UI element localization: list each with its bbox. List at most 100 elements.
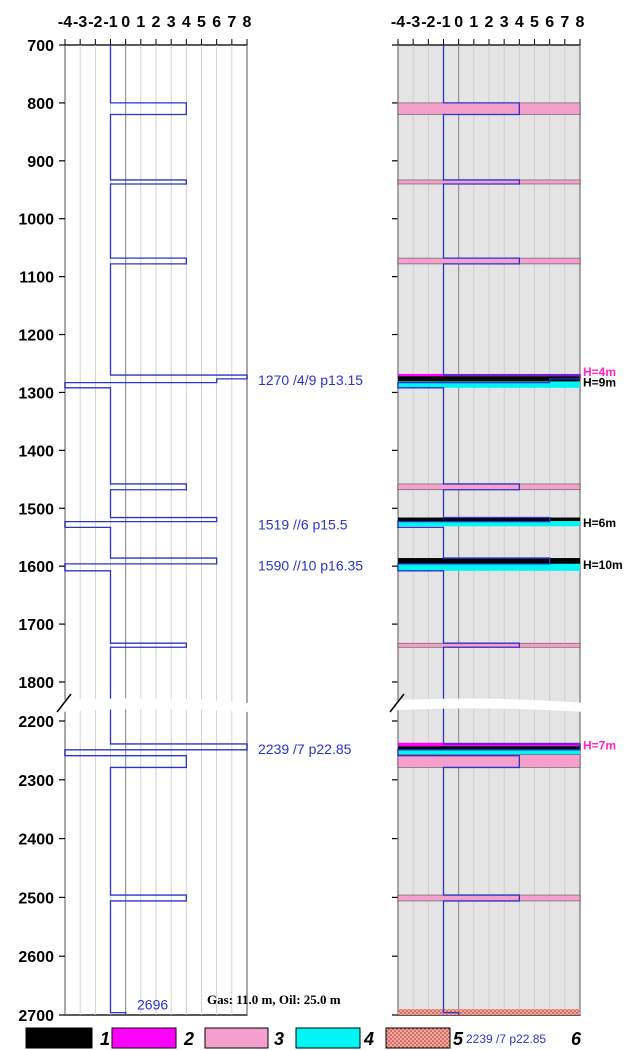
thickness-label: H=4m [583, 365, 616, 379]
left-x-axis: -4 -3 -2 -1 0 1 2 3 4 5 6 7 8 [58, 14, 252, 45]
right-x-tick-label: 0 [454, 14, 463, 31]
depth-annotation: 1519 //6 p15.5 [258, 516, 348, 532]
left-x-tick-label: 6 [212, 14, 221, 31]
thickness-label: H=6m [583, 516, 616, 530]
left-x-tick-label: 7 [227, 14, 236, 31]
break-slash-right [389, 693, 405, 713]
left-x-tick-label: 2 [152, 14, 161, 31]
thickness-label: H=7m [583, 739, 616, 753]
depth-tick-label: 1600 [18, 559, 54, 576]
left-x-tick-label: 4 [182, 14, 191, 31]
right-x-tick-label: 1 [469, 14, 478, 31]
layer-band [398, 749, 580, 755]
layer-band [397, 483, 581, 491]
depth-tick-label: 2400 [18, 832, 54, 849]
right-x-tick-label: 7 [560, 14, 569, 31]
legend-swatch [111, 1027, 177, 1049]
axis-break [56, 693, 585, 713]
thickness-label: H=10m [583, 558, 623, 572]
depth-tick-label: 1500 [18, 501, 54, 518]
legend-swatch [204, 1027, 269, 1049]
right-x-axis: -4 -3 -2 -1 0 1 2 3 4 5 6 7 8 [391, 14, 585, 45]
thickness-label: H=9m [583, 376, 616, 390]
depth-annotation: 1270 /4/9 p13.15 [258, 372, 363, 388]
depth-axis: 700 800 900 1000 1100 1200 1300 1400 1500 1600 170… [18, 38, 398, 1025]
right-x-tick-label: 5 [530, 14, 539, 31]
right-x-tick-label: -1 [436, 14, 450, 31]
left-annotations: 1270 /4/9 p13.15 1519 //6 p15.5 1590 //10 … [137, 372, 363, 1013]
legend-number: 2 [183, 1029, 194, 1049]
layer-band [397, 257, 581, 265]
layer-band [398, 517, 580, 522]
right-curve-path [397, 45, 581, 1015]
legend-number: 4 [363, 1029, 374, 1049]
depth-tick-label: 1000 [18, 212, 54, 229]
layer-band [398, 381, 580, 388]
depth-tick-label: 800 [27, 96, 54, 113]
legend: 1 2 3 4 5 2239 /7 p22.85 6 [25, 1027, 582, 1049]
right-x-tick-label: 2 [485, 14, 494, 31]
depth-tick-label: 1400 [18, 443, 54, 460]
depth-tick-label: 2300 [18, 773, 54, 790]
legend-number: 3 [274, 1029, 284, 1049]
depth-tick-label: 2700 [18, 1008, 54, 1025]
depth-tick-label: 700 [27, 38, 54, 55]
left-grid [64, 45, 248, 1015]
legend-swatch [295, 1027, 361, 1049]
depth-tick-label: 900 [27, 154, 54, 171]
left-log-curve [64, 45, 248, 1015]
depth-annotation: 2239 /7 p22.85 [258, 741, 352, 757]
depth-annotation: 2696 [137, 997, 168, 1013]
left-x-tick-label: 1 [136, 14, 145, 31]
legend-sample-text: 2239 /7 p22.85 [466, 1032, 546, 1046]
layer-band [398, 558, 580, 564]
left-x-tick-label: 8 [243, 14, 252, 31]
left-x-tick-label: -3 [73, 14, 87, 31]
depth-tick-label: 1300 [18, 385, 54, 402]
layer-band [397, 102, 581, 115]
layer-band [398, 746, 580, 750]
left-curve-path [64, 45, 248, 1015]
left-x-tick-label: 5 [197, 14, 206, 31]
legend-number: 5 [453, 1029, 464, 1049]
depth-tick-label: 1100 [19, 270, 54, 287]
left-x-tick-label: -1 [103, 14, 117, 31]
right-x-tick-label: -3 [406, 14, 420, 31]
layer-band [397, 754, 581, 768]
legend-number: 1 [100, 1029, 110, 1049]
depth-tick-label: 1200 [18, 328, 54, 345]
thickness-labels: H=4mH=9m H=6m H=10m H=7m [583, 365, 623, 753]
left-x-tick-label: -2 [88, 14, 102, 31]
right-panel: -4 -3 -2 -1 0 1 2 3 4 5 6 7 8 H=4mH=9m H=6m H=10m H=7m [391, 14, 623, 1016]
layer-band [398, 1009, 580, 1015]
layer-band [398, 563, 580, 571]
break-band [60, 698, 585, 713]
layer-band [398, 521, 580, 527]
break-slash-left [56, 693, 72, 713]
right-x-tick-label: 6 [545, 14, 554, 31]
legend-number: 6 [571, 1029, 582, 1049]
right-x-tick-label: 8 [576, 14, 585, 31]
summary-text: Gas: 11.0 m, Oil: 25.0 m [207, 992, 341, 1007]
left-x-tick-label: 0 [121, 14, 130, 31]
layer-band [398, 376, 580, 382]
legend-swatch [385, 1027, 451, 1049]
layer-band [397, 894, 581, 902]
depth-tick-label: 1800 [18, 675, 54, 692]
depth-tick-label: 1700 [18, 617, 54, 634]
left-x-tick-label: -4 [58, 14, 72, 31]
left-x-tick-label: 3 [167, 14, 176, 31]
right-x-tick-label: 4 [515, 14, 524, 31]
right-x-tick-label: 3 [500, 14, 509, 31]
right-log-curve [397, 45, 581, 1015]
right-x-tick-label: -4 [391, 14, 405, 31]
legend-swatch [25, 1027, 93, 1049]
depth-tick-label: 2600 [18, 949, 54, 966]
depth-annotation: 1590 //10 p16.35 [258, 557, 363, 573]
depth-tick-label: 2200 [18, 714, 54, 731]
depth-tick-label: 2500 [18, 890, 54, 907]
right-x-tick-label: -2 [421, 14, 435, 31]
right-grid [397, 45, 581, 1015]
left-panel: -4 -3 -2 -1 0 1 2 3 4 5 6 7 8 700 800 900 1000 1100 1200 1… [18, 14, 398, 1025]
